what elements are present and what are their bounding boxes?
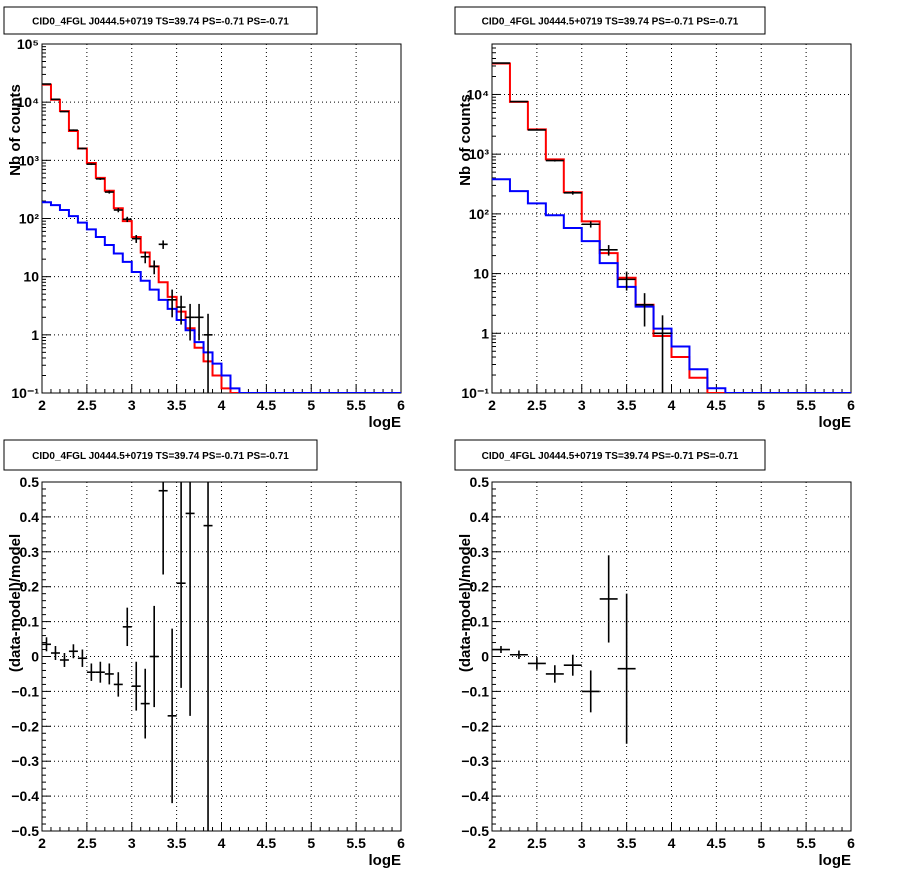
x-tick-label: 3 [578, 397, 586, 413]
x-tick-label: 4 [218, 397, 226, 413]
y-tick-label: −0.3 [11, 753, 39, 769]
title-box [3, 6, 318, 35]
x-tick-label: 4 [218, 835, 226, 851]
plot-data [492, 555, 636, 744]
x-axis-label: logE [369, 414, 402, 431]
x-tick-label: 6 [847, 397, 855, 413]
plot-panel-3: 2 2.5 3 3.5 4 4.5 5 5.5 6 −0.5 −0.4 −0.3 −0.2 −0.1 0 0.… [3, 439, 405, 869]
plot-panel-2: 2 2.5 3 3.5 4 4.5 5 5.5 6 10⁻¹ 1 10 10² 10³ 10⁴ logE Nb … [454, 6, 855, 431]
x-tick-label: 5 [757, 397, 765, 413]
y-tick-label: 10⁻¹ [461, 385, 489, 401]
x-tick-label: 2.5 [77, 835, 97, 851]
chart-title: CID0_4FGL J0444.5+0719 TS=39.74 PS=-0.71… [482, 17, 739, 28]
x-tick-label: 4.5 [707, 835, 727, 851]
y-tick-label: 0.5 [470, 474, 490, 490]
chart-title: CID0_4FGL J0444.5+0719 TS=39.74 PS=-0.71… [32, 451, 289, 462]
x-tick-label: 2 [488, 397, 496, 413]
x-tick-label: 4.5 [257, 397, 277, 413]
x-tick-label: 6 [847, 835, 855, 851]
title-box [454, 439, 766, 471]
y-tick-label: 1 [31, 327, 39, 343]
plot-data [42, 83, 401, 393]
x-tick-label: 2 [38, 835, 46, 851]
y-tick-label: 0 [481, 649, 489, 665]
x-tick-label: 6 [397, 397, 405, 413]
plot-data [492, 62, 851, 393]
x-tick-label: 3.5 [617, 397, 637, 413]
x-axis-label: logE [819, 414, 852, 431]
x-tick-label: 3.5 [167, 397, 187, 413]
y-tick-label: −0.5 [461, 823, 489, 839]
y-tick-label: −0.1 [461, 683, 489, 699]
y-tick-label: 0.1 [20, 614, 40, 630]
y-tick-label: 10⁴ [17, 94, 40, 110]
y-tick-label: 10² [469, 206, 490, 222]
y-axis-label: Nb of counts [457, 94, 474, 186]
x-tick-label: 5 [307, 397, 315, 413]
y-tick-label: 0.3 [470, 544, 490, 560]
x-tick-label: 6 [397, 835, 405, 851]
x-tick-label: 2.5 [527, 835, 547, 851]
y-tick-label: −0.4 [11, 788, 39, 804]
y-tick-label: 0.1 [470, 614, 490, 630]
y-tick-label: −0.4 [461, 788, 489, 804]
y-tick-label: −0.2 [11, 718, 39, 734]
x-tick-label: 5.5 [346, 397, 366, 413]
x-tick-label: 5 [757, 835, 765, 851]
x-tick-label: 3.5 [167, 835, 187, 851]
plot-panel-1: 2 2.5 3 3.5 4 4.5 5 5.5 6 10⁻¹ 1 10 10² 10³ 10⁴ 10⁵ logE… [3, 6, 405, 431]
x-tick-label: 3.5 [617, 835, 637, 851]
x-tick-label: 4.5 [257, 835, 277, 851]
x-tick-label: 3 [128, 397, 136, 413]
x-axis-label: logE [369, 852, 402, 869]
y-tick-label: 0.4 [470, 509, 490, 525]
plot-panel-4: 2 2.5 3 3.5 4 4.5 5 5.5 6 −0.5 −0.4 −0.3 −0.2 −0.1 0 0.… [454, 439, 855, 869]
y-axis-label: Nb of counts [7, 84, 24, 176]
x-tick-label: 2.5 [527, 397, 547, 413]
y-tick-label: 0.4 [20, 509, 40, 525]
model-total-histogram [42, 83, 401, 393]
title-box [454, 6, 766, 35]
chart-title: CID0_4FGL J0444.5+0719 TS=39.74 PS=-0.71… [32, 17, 289, 28]
y-tick-label: 0 [31, 649, 39, 665]
model-component-histogram [42, 201, 401, 393]
x-tick-label: 5.5 [796, 397, 816, 413]
x-tick-label: 3 [578, 835, 586, 851]
y-tick-label: 10³ [19, 152, 40, 168]
y-tick-label: 0.5 [20, 474, 40, 490]
x-tick-label: 5.5 [796, 835, 816, 851]
plot-data [42, 482, 213, 831]
y-tick-label: −0.5 [11, 823, 39, 839]
y-axis-label: (data-model)/model [7, 534, 24, 672]
y-tick-label: 10⁻¹ [11, 385, 39, 401]
y-axis-label: (data-model)/model [457, 534, 474, 672]
y-tick-label: −0.2 [461, 718, 489, 734]
y-tick-label: 10 [473, 266, 489, 282]
y-tick-label: 10⁴ [467, 86, 490, 102]
y-tick-label: −0.3 [461, 753, 489, 769]
chart-title: CID0_4FGL J0444.5+0719 TS=39.74 PS=-0.71… [482, 451, 739, 462]
y-tick-label: 10² [19, 211, 40, 227]
x-tick-label: 4.5 [707, 397, 727, 413]
y-tick-label: 10 [23, 269, 39, 285]
x-tick-label: 2.5 [77, 397, 97, 413]
y-tick-label: 10⁵ [17, 36, 39, 52]
x-tick-label: 4 [668, 835, 676, 851]
x-tick-label: 2 [488, 835, 496, 851]
y-tick-label: −0.1 [11, 683, 39, 699]
x-tick-label: 3 [128, 835, 136, 851]
y-tick-label: 10³ [469, 146, 490, 162]
y-tick-label: 0.2 [20, 579, 40, 595]
x-tick-label: 5.5 [346, 835, 366, 851]
x-axis-label: logE [819, 852, 852, 869]
y-tick-label: 1 [481, 325, 489, 341]
x-tick-label: 2 [38, 397, 46, 413]
title-box [3, 439, 318, 471]
y-tick-label: 0.3 [20, 544, 40, 560]
y-tick-label: 0.2 [470, 579, 490, 595]
x-tick-label: 4 [668, 397, 676, 413]
x-tick-label: 5 [307, 835, 315, 851]
